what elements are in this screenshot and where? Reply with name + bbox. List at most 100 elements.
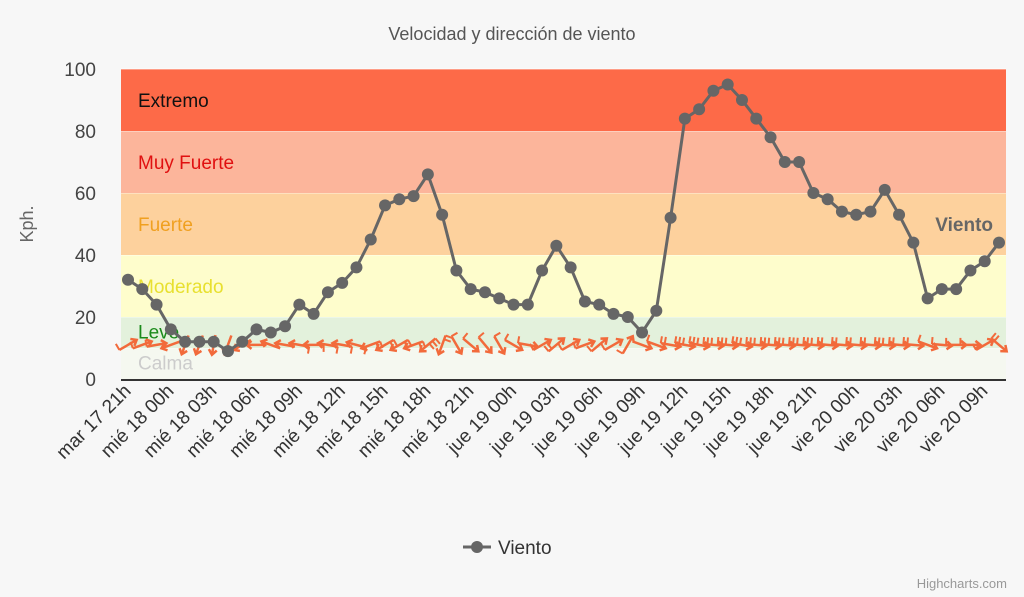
data-point (764, 131, 777, 144)
wind-barb (735, 336, 739, 345)
data-point (264, 326, 277, 339)
wind-arrow-shaft (632, 340, 652, 350)
y-tick-label: 20 (75, 308, 96, 329)
legend-marker (471, 541, 483, 553)
wind-arrow-head (359, 342, 368, 352)
legend-item-viento[interactable]: Viento (463, 538, 552, 559)
credits-link[interactable]: Highcharts.com (916, 576, 1007, 591)
wind-barb (543, 345, 550, 352)
wind-arrow-head (557, 337, 566, 345)
data-point (450, 264, 463, 277)
y-tick-label: 60 (75, 184, 96, 205)
wind-barb (792, 337, 795, 345)
wind-barb (845, 336, 848, 345)
plot-band-muy-fuerte (121, 131, 1006, 193)
wind-arrow-shaft (450, 335, 463, 355)
data-point (978, 255, 991, 268)
plot-band-label: Extremo (138, 91, 209, 112)
wind-barb (917, 334, 922, 342)
wind-arrow-shaft (990, 337, 1008, 353)
wind-barb-arrow (557, 337, 582, 351)
wind-barb-arrow (114, 337, 139, 351)
data-point (964, 264, 977, 277)
data-point (493, 292, 506, 305)
wind-barb (902, 336, 905, 345)
wind-barb (696, 337, 700, 345)
wind-barb (892, 337, 895, 345)
wind-arrow-head (159, 342, 168, 352)
wind-barb-arrow (529, 337, 553, 351)
wind-barb (990, 332, 997, 340)
wind-arrow-shaft (390, 338, 409, 351)
wind-arrow-shaft (590, 337, 608, 353)
data-point (907, 236, 920, 249)
wind-barb (659, 336, 663, 344)
wind-arrow-shaft (493, 335, 506, 355)
wind-arrow-shaft (437, 335, 447, 355)
data-point (321, 286, 334, 299)
wind-barb (810, 337, 813, 345)
wind-barb (477, 331, 485, 339)
data-point (150, 298, 163, 311)
data-point (478, 286, 491, 299)
data-point (536, 264, 549, 277)
data-point (122, 273, 134, 286)
wind-barb-arrow (731, 336, 754, 351)
plot-band-label: Moderado (138, 277, 224, 298)
wind-arrow-head (178, 347, 188, 357)
data-point (921, 292, 934, 305)
wind-arrow-shaft (547, 337, 565, 353)
wind-arrow-shaft (975, 338, 995, 351)
data-point (735, 94, 748, 106)
wind-arrow-head (600, 337, 609, 345)
wind-arrow-shaft (517, 341, 538, 348)
wind-barb-arrow (418, 337, 441, 353)
wind-barb-arrow (600, 337, 624, 351)
wind-barb (767, 337, 771, 345)
wind-barb (443, 338, 452, 343)
wind-barb (834, 337, 838, 345)
data-point (136, 283, 149, 296)
plot-band-label: Calma (138, 354, 193, 375)
data-point (821, 193, 834, 206)
wind-barb (820, 337, 824, 345)
wind-arrow-head (471, 344, 480, 353)
wind-barb (806, 337, 810, 345)
data-point (236, 335, 249, 348)
wind-barb (863, 337, 867, 345)
plot-band-calma (121, 348, 1006, 379)
wind-arrow-shaft (621, 335, 634, 355)
wind-arrow-head (974, 339, 983, 350)
data-point (421, 168, 434, 181)
wind-arrow-shaft (575, 340, 595, 350)
wind-barb-arrow (450, 331, 464, 356)
plot-band-label: Muy Fuerte (138, 153, 234, 174)
wind-arrow-head (418, 344, 427, 353)
wind-barb (557, 343, 563, 351)
wind-barb (773, 336, 777, 345)
wind-barb (739, 337, 743, 345)
data-point (750, 112, 763, 125)
wind-barb (462, 332, 469, 340)
data-point (621, 311, 634, 323)
data-point (507, 298, 520, 311)
wind-arrow-shaft (917, 340, 938, 350)
wind-barb (503, 333, 510, 341)
wind-arrow-head (454, 347, 464, 356)
wind-barb (906, 337, 909, 345)
data-point (707, 84, 720, 97)
wind-barb (849, 337, 852, 345)
wind-barb (802, 336, 806, 345)
wind-barb (873, 336, 877, 345)
wind-arrow-shaft (646, 340, 667, 350)
data-point (336, 276, 349, 289)
plot-band-moderado (121, 255, 1006, 317)
wind-barb (877, 337, 881, 345)
wind-barb-arrow (503, 333, 524, 353)
wind-arrow-shaft (132, 340, 153, 350)
wind-barb (753, 337, 756, 345)
wind-barb (529, 343, 535, 351)
wind-arrow-shaft (161, 340, 181, 350)
wind-barb (993, 335, 1000, 342)
wind-barb (930, 336, 934, 345)
